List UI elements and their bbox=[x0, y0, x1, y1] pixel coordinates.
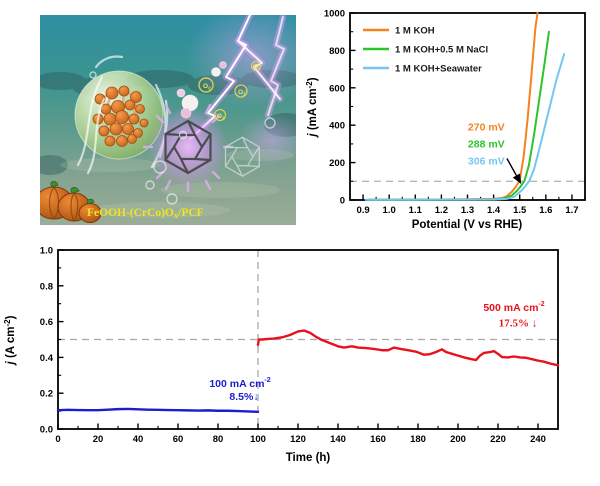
series-line bbox=[367, 30, 550, 201]
annotation: 306 mV bbox=[468, 155, 505, 167]
x-tick-label: 1.7 bbox=[565, 205, 578, 216]
series-line bbox=[56, 407, 260, 414]
coral-glow bbox=[238, 114, 296, 166]
annotation: 500 mA cm-2 bbox=[483, 301, 544, 314]
catalyst-illustration: O2 O2 O2 O2 bbox=[40, 15, 296, 225]
x-tick-label: 240 bbox=[530, 434, 546, 445]
lsv-plot-area: 0.9 1.0 1.1 1.2 1.3 1.4 1.5 1.6 1.7 0 200 400 600 800… bbox=[324, 9, 586, 216]
lsv-x-axis-label: Potential (V vs RHE) bbox=[412, 219, 523, 231]
y-tick-label: 800 bbox=[329, 46, 345, 57]
material-label: FeOOH-(CrCo)Ox/PCF bbox=[87, 207, 204, 220]
svg-text:O2: O2 bbox=[217, 113, 225, 121]
x-tick-label: 0.9 bbox=[356, 205, 369, 216]
x-tick-label: 0 bbox=[55, 434, 60, 445]
y-tick-label: 1000 bbox=[324, 9, 345, 20]
oxygen-bubble: O2 bbox=[213, 108, 227, 122]
legend-label: 1 M KOH+0.5 M NaCl bbox=[395, 45, 488, 56]
y-tick-label: 400 bbox=[329, 121, 345, 132]
legend-label: 1 M KOH bbox=[395, 26, 435, 37]
y-tick-label: 200 bbox=[329, 158, 345, 169]
y-tick-label: 0.0 bbox=[40, 425, 53, 436]
x-tick-label: 1.2 bbox=[435, 205, 448, 216]
series-line bbox=[256, 329, 560, 367]
svg-text:O2: O2 bbox=[254, 64, 262, 71]
y-tick-label: 0.2 bbox=[40, 389, 53, 400]
x-tick-label: 120 bbox=[290, 434, 306, 445]
x-tick-label: 60 bbox=[173, 434, 184, 445]
stability-chronoamperometry-chart: 0 20 40 60 80 100 120 140 160 180 200 220 240 0.0 0.2 0… bbox=[3, 246, 560, 464]
x-tick-label: 180 bbox=[410, 434, 426, 445]
oxygen-bubble: O2 bbox=[198, 77, 214, 93]
x-tick-label: 1.3 bbox=[461, 205, 474, 216]
annotation-arrow bbox=[506, 158, 522, 185]
y-tick-label: 0.8 bbox=[40, 281, 53, 292]
annotation: 288 mV bbox=[468, 138, 505, 150]
stability-plot-area: 0 20 40 60 80 100 120 140 160 180 200 220 240 0.0 0.2 0… bbox=[40, 246, 560, 445]
annotation: 17.5% ↓ bbox=[499, 318, 538, 330]
x-tick-label: 100 bbox=[250, 434, 266, 445]
x-tick-label: 1.4 bbox=[487, 205, 501, 216]
x-tick-label: 80 bbox=[213, 434, 224, 445]
x-tick-label: 1.1 bbox=[409, 205, 423, 216]
x-tick-label: 40 bbox=[133, 434, 144, 445]
oxygen-bubble: O2 bbox=[250, 60, 262, 72]
oxygen-bubbles: O2 O2 O2 O2 bbox=[198, 60, 262, 122]
stability-y-axis-label: j (A cm-2) bbox=[3, 315, 17, 366]
pumpkins-icon bbox=[40, 181, 102, 223]
x-tick-label: 160 bbox=[370, 434, 386, 445]
gas-molecules bbox=[176, 61, 227, 119]
y-tick-label: 0 bbox=[340, 196, 345, 207]
x-tick-label: 1.0 bbox=[383, 205, 396, 216]
oxygen-bubble: O2 bbox=[234, 84, 248, 98]
x-tick-label: 1.5 bbox=[513, 205, 527, 216]
annotation: 270 mV bbox=[468, 121, 505, 133]
series-line bbox=[367, 12, 539, 201]
lsv-y-axis-label: j (mA cm-2) bbox=[305, 77, 319, 138]
svg-text:O2: O2 bbox=[203, 83, 211, 91]
y-tick-label: 0.4 bbox=[40, 353, 54, 364]
y-tick-label: 1.0 bbox=[40, 246, 53, 257]
stability-x-axis-label: Time (h) bbox=[286, 452, 331, 464]
y-tick-label: 600 bbox=[329, 83, 345, 94]
series-line bbox=[364, 53, 566, 201]
lsv-polarization-chart: 0.9 1.0 1.1 1.2 1.3 1.4 1.5 1.6 1.7 0 200 400 600 800… bbox=[305, 9, 586, 231]
x-tick-label: 140 bbox=[330, 434, 346, 445]
water-bubbles bbox=[89, 71, 276, 205]
annotation: 100 mA cm-2 bbox=[209, 377, 270, 390]
x-tick-label: 200 bbox=[450, 434, 466, 445]
x-tick-label: 1.6 bbox=[539, 205, 552, 216]
svg-text:O2: O2 bbox=[238, 89, 246, 97]
annotation: 8.5%↓ bbox=[229, 391, 258, 403]
x-tick-label: 220 bbox=[490, 434, 506, 445]
x-tick-label: 20 bbox=[93, 434, 104, 445]
y-tick-label: 0.6 bbox=[40, 317, 53, 328]
legend-label: 1 M KOH+Seawater bbox=[395, 64, 482, 75]
